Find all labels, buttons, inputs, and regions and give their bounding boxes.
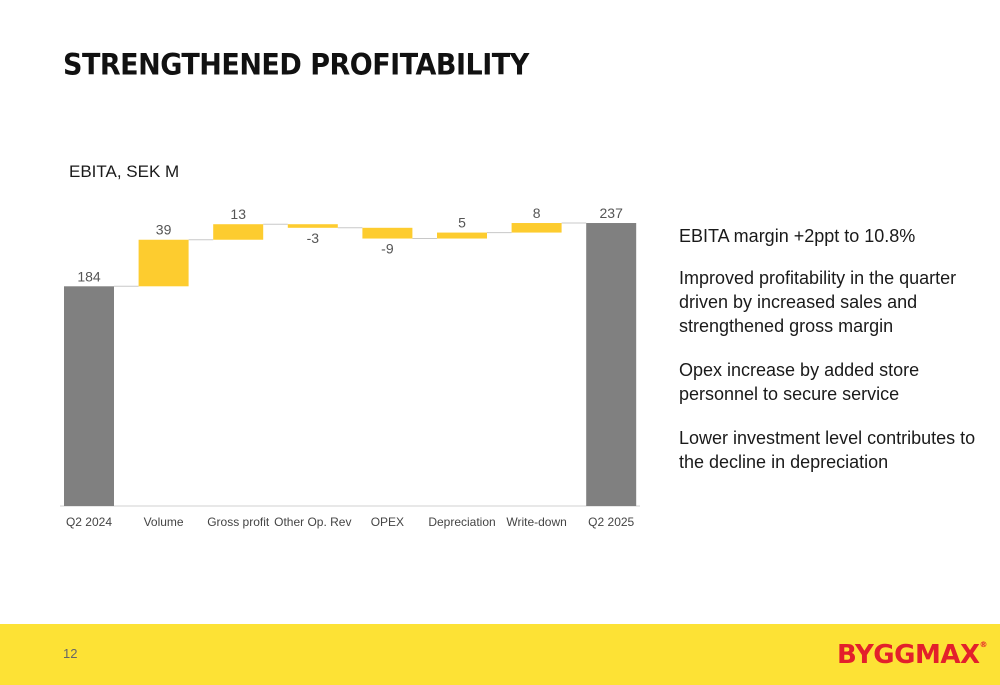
bar-q2-2024 [64, 286, 114, 506]
value-label: 5 [458, 215, 466, 231]
value-label: 8 [533, 205, 541, 221]
category-label: Q2 2024 [66, 515, 112, 529]
value-label: 237 [600, 205, 624, 221]
value-label: 13 [230, 206, 246, 222]
category-label: Other Op. Rev [274, 515, 351, 529]
bullet-item: EBITA margin +2ppt to 10.8% [679, 226, 916, 246]
page-title: STRENGTHENED PROFITABILITY [63, 48, 529, 83]
waterfall-chart: 184 39 13 -3 -9 5 8 237 Q2 2024 Volume Gross prof… [60, 205, 640, 529]
page-number: 12 [63, 646, 78, 661]
value-label: 184 [77, 268, 101, 284]
bar-opex [362, 227, 413, 239]
bar-gross-profit [213, 224, 264, 240]
bar-volume [138, 239, 189, 287]
footer-band: 12 BYGGMAX® [0, 624, 1000, 685]
bar-depreciation [437, 232, 487, 239]
category-label: Volume [144, 515, 184, 529]
bullet-item: Improved profitability in the quarter dr… [679, 268, 957, 336]
chart-title: EBITA, SEK M [69, 162, 180, 181]
bullet-item: Lower investment level contributes to th… [679, 428, 976, 472]
bar-q2-2025 [586, 223, 637, 506]
logo-text: BYGGMAX [837, 640, 980, 670]
bar-other-op-rev [287, 224, 338, 228]
bullet-list: EBITA margin +2ppt to 10.8% Improved pro… [679, 224, 979, 494]
registered-mark: ® [979, 640, 988, 649]
value-label: -3 [307, 230, 320, 246]
category-label: Q2 2025 [588, 515, 634, 529]
bar-write-down [511, 223, 562, 233]
category-label: Write-down [506, 515, 566, 529]
category-label: Depreciation [428, 515, 495, 529]
category-label: OPEX [371, 515, 404, 529]
category-label: Gross profit [207, 515, 270, 529]
value-label: 39 [156, 222, 172, 238]
bullet-item: Opex increase by added store personnel t… [679, 360, 920, 404]
byggmax-logo: BYGGMAX® [837, 640, 987, 670]
value-label: -9 [381, 241, 394, 257]
